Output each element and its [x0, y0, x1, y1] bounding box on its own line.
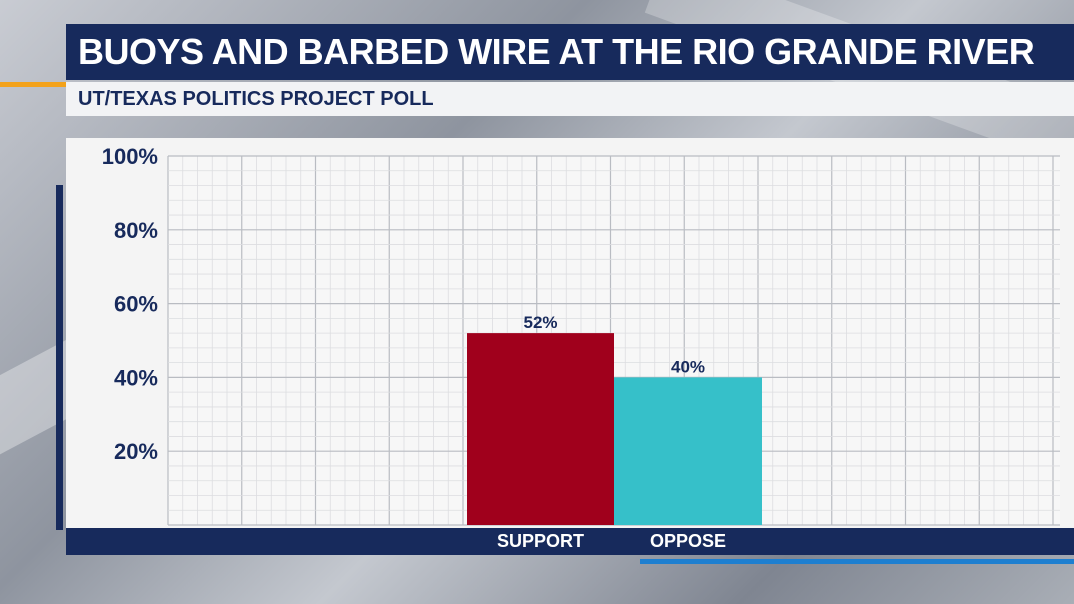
y-tick-label: 20%: [114, 439, 158, 464]
data-label-oppose: 40%: [671, 357, 705, 376]
chart-subtitle: UT/TEXAS POLITICS PROJECT POLL: [78, 88, 434, 110]
subtitle-banner: [66, 82, 1074, 116]
y-axis-ticks: 20% 40% 60% 80% 100%: [102, 144, 158, 464]
y-axis-rule: [56, 185, 63, 530]
y-tick-label: 80%: [114, 218, 158, 243]
data-label-support: 52%: [523, 313, 557, 332]
y-tick-label: 60%: [114, 292, 158, 317]
category-label-oppose: OPPOSE: [649, 531, 727, 551]
bars: 52% 40%: [467, 313, 762, 525]
category-axis-bar: [66, 528, 1074, 555]
title-accent-stripe: [0, 82, 66, 87]
category-label-support: SUPPORT: [496, 531, 584, 551]
chart-title: BUOYS AND BARBED WIRE AT THE RIO GRANDE …: [78, 31, 1035, 72]
y-tick-label: 100%: [102, 144, 158, 169]
baseline-accent-stripe: [640, 559, 1074, 564]
bar-support: [467, 333, 614, 525]
y-tick-label: 40%: [114, 365, 158, 390]
bar-oppose: [614, 377, 762, 525]
title-banner: [66, 24, 1074, 80]
